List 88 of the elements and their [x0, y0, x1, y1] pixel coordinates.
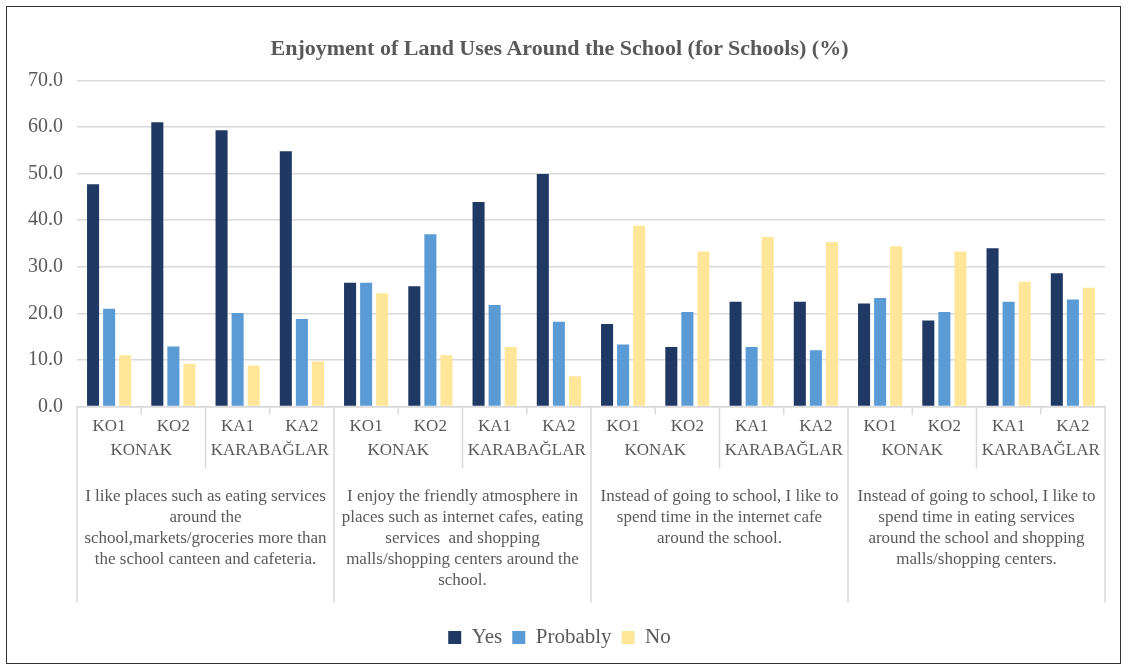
y-tick-label: 60.0: [28, 114, 63, 137]
x-tick-label: KO2: [156, 416, 190, 436]
bar: [954, 251, 967, 406]
bar: [360, 282, 373, 406]
bar: [279, 151, 292, 406]
bar: [858, 303, 871, 406]
bar: [633, 225, 646, 406]
bar: [151, 122, 164, 406]
legend-label: Yes: [471, 624, 503, 649]
bar: [311, 361, 324, 406]
bar: [215, 130, 228, 406]
y-tick-label: 30.0: [28, 254, 63, 277]
bar: [119, 355, 132, 406]
text: KONAK: [110, 440, 173, 460]
x-tick-label: KA2: [1056, 416, 1090, 436]
y-tick-label: 10.0: [28, 347, 63, 370]
text: KONAK: [624, 440, 687, 460]
bar: [295, 318, 308, 406]
bar: [825, 242, 838, 406]
x-tick-label: KO1: [863, 416, 897, 436]
bar: [986, 248, 999, 406]
bar: [103, 308, 116, 406]
bar: [745, 346, 758, 406]
bar: [376, 293, 389, 406]
bar: [697, 251, 710, 406]
text: I like places such as eating services around the school,markets/groceries more than the school canteen and cafeteria.: [84, 486, 328, 569]
bar: [167, 346, 180, 406]
text: I enjoy the friendly atmosphere in places such as internet cafes, eating services and shopping malls/shopping centers around the school.: [341, 486, 584, 590]
bar: [793, 301, 806, 406]
bar: [1066, 299, 1079, 406]
x-tick-label: KO2: [927, 416, 961, 436]
x-tick-label: KA2: [799, 416, 833, 436]
bar: [183, 363, 196, 406]
x-tick-label: KO2: [413, 416, 447, 436]
y-tick-label: 0.0: [38, 393, 63, 416]
bar: [1002, 301, 1015, 406]
bar: [231, 312, 244, 406]
x-tick-label: KA2: [285, 416, 319, 436]
bar: [729, 301, 742, 406]
chart-title: Enjoyment of Land Uses Around the School (for Schools) (%): [270, 34, 849, 60]
text: KARABAĞLAR: [724, 440, 844, 460]
bar: [408, 286, 421, 406]
bar: [761, 236, 774, 406]
bar: [247, 365, 260, 406]
y-tick-label: 20.0: [28, 300, 63, 323]
y-tick-label: 70.0: [28, 67, 63, 90]
bar: [536, 174, 549, 406]
bar: [1050, 273, 1063, 406]
bar: [488, 305, 501, 406]
bar: [568, 376, 581, 406]
x-tick-label: KA1: [735, 416, 769, 436]
text: KONAK: [367, 440, 430, 460]
x-tick-label: KO1: [349, 416, 383, 436]
x-tick-label: KA1: [221, 416, 255, 436]
bar: [344, 282, 357, 406]
x-tick-label: KO1: [606, 416, 640, 436]
bar: [1082, 287, 1095, 406]
bar: [681, 312, 694, 406]
bar: [890, 246, 903, 406]
x-tick-label: KA2: [542, 416, 576, 436]
y-tick-label: 40.0: [28, 207, 63, 230]
bar: [440, 355, 453, 406]
x-tick-label: KA1: [992, 416, 1026, 436]
text: KARABAĞLAR: [467, 440, 587, 460]
text: KARABAĞLAR: [981, 440, 1101, 460]
bar: [617, 344, 630, 406]
bar: [87, 184, 100, 406]
text: Instead of going to school, I like to spend time in the internet cafe around the school.: [600, 486, 839, 548]
legend-label: Probably: [535, 624, 613, 649]
x-tick-label: KA1: [478, 416, 512, 436]
bar: [938, 312, 951, 406]
text: Instead of going to school, I like to spend time in eating services around the school and shopping malls/shopping centers.: [857, 486, 1096, 569]
bar: [809, 350, 822, 406]
bar: [922, 320, 935, 406]
text: KARABAĞLAR: [210, 440, 330, 460]
bar: [504, 346, 517, 406]
text: KONAK: [881, 440, 944, 460]
bar: [665, 346, 678, 406]
bar: [424, 234, 437, 406]
y-tick-label: 50.0: [28, 160, 63, 183]
legend-label: No: [645, 624, 671, 649]
bar: [552, 321, 565, 406]
bar: [472, 202, 485, 406]
bar: [874, 298, 887, 406]
x-tick-label: KO1: [92, 416, 126, 436]
bar: [1018, 281, 1031, 406]
x-tick-label: KO2: [670, 416, 704, 436]
bar: [601, 324, 614, 406]
